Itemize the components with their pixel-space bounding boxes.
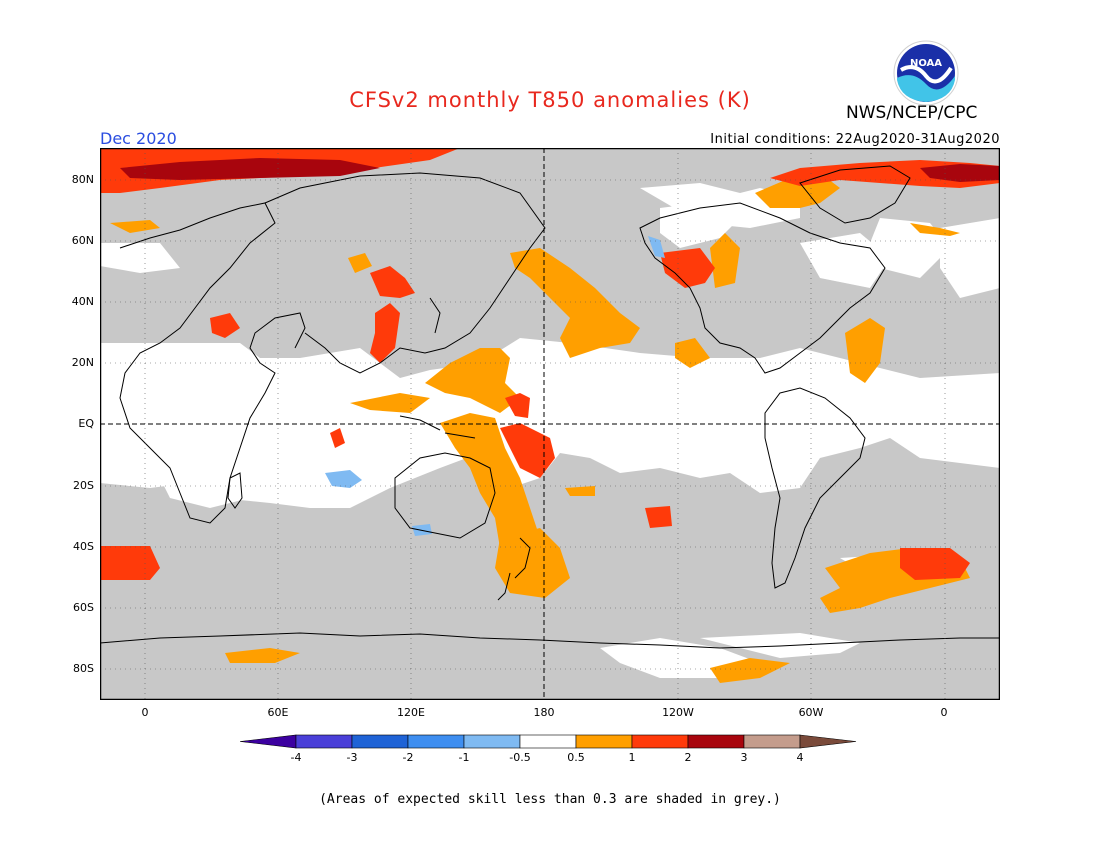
legend-swatch bbox=[575, 734, 633, 749]
legend-tick-label: -4 bbox=[291, 751, 302, 764]
legend-tick-label: 4 bbox=[797, 751, 804, 764]
legend-swatches bbox=[240, 734, 857, 749]
darkred-regions bbox=[120, 158, 1000, 182]
legend-tick-label: 3 bbox=[741, 751, 748, 764]
lat-label: 20S bbox=[73, 479, 94, 492]
legend-tick-labels: -4 -3 -2 -1 -0.5 0.5 1 2 3 4 bbox=[291, 751, 804, 764]
lon-label: 180 bbox=[533, 706, 555, 719]
legend-tick-label: -0.5 bbox=[509, 751, 530, 764]
legend-tick-label: -3 bbox=[347, 751, 358, 764]
legend-swatch bbox=[799, 734, 857, 749]
noaa-logo: NOAA bbox=[893, 40, 959, 106]
chart-title: CFSv2 monthly T850 anomalies (K) bbox=[349, 88, 751, 112]
legend-swatch bbox=[743, 734, 801, 749]
footnote: (Areas of expected skill less than 0.3 a… bbox=[319, 792, 781, 807]
legend-tick-label: -1 bbox=[459, 751, 470, 764]
legend-swatch bbox=[687, 734, 745, 749]
anomaly-map bbox=[100, 148, 1000, 700]
lat-label: 40S bbox=[73, 540, 94, 553]
lon-label: 0 bbox=[141, 706, 149, 719]
legend-tick-label: 0.5 bbox=[567, 751, 585, 764]
lat-label: 80S bbox=[73, 662, 94, 675]
lon-label: 60E bbox=[267, 706, 289, 719]
logo-text: NOAA bbox=[910, 58, 942, 69]
coastlines bbox=[100, 165, 1000, 649]
legend-swatch bbox=[407, 734, 465, 749]
legend-tick-label: 2 bbox=[685, 751, 692, 764]
lat-label: 60S bbox=[73, 601, 94, 614]
lat-label: 40N bbox=[71, 295, 94, 308]
lon-label: 0 bbox=[940, 706, 948, 719]
legend-swatch bbox=[631, 734, 689, 749]
red-regions bbox=[100, 148, 1000, 580]
legend-tick-label: 1 bbox=[629, 751, 636, 764]
map-frame bbox=[100, 148, 1000, 700]
blue-regions bbox=[325, 236, 665, 536]
legend-swatch bbox=[295, 734, 353, 749]
legend-swatch bbox=[351, 734, 409, 749]
lon-label: 120E bbox=[397, 706, 425, 719]
legend-swatch bbox=[240, 734, 297, 749]
legend-swatch bbox=[463, 734, 521, 749]
lat-label: 80N bbox=[71, 173, 94, 186]
lon-label: 120W bbox=[662, 706, 694, 719]
forecast-month: Dec 2020 bbox=[100, 129, 177, 148]
color-legend: -4 -3 -2 -1 -0.5 0.5 1 2 3 4 bbox=[240, 734, 857, 764]
initial-conditions: Initial conditions: 22Aug2020-31Aug2020 bbox=[710, 132, 1000, 147]
legend-swatch bbox=[519, 734, 577, 749]
legend-tick-label: -2 bbox=[403, 751, 414, 764]
lat-label: 20N bbox=[71, 356, 94, 369]
lat-label: 60N bbox=[71, 234, 94, 247]
lat-label: EQ bbox=[78, 417, 94, 430]
lon-label: 60W bbox=[798, 706, 824, 719]
agency-label: NWS/NCEP/CPC bbox=[846, 103, 978, 123]
